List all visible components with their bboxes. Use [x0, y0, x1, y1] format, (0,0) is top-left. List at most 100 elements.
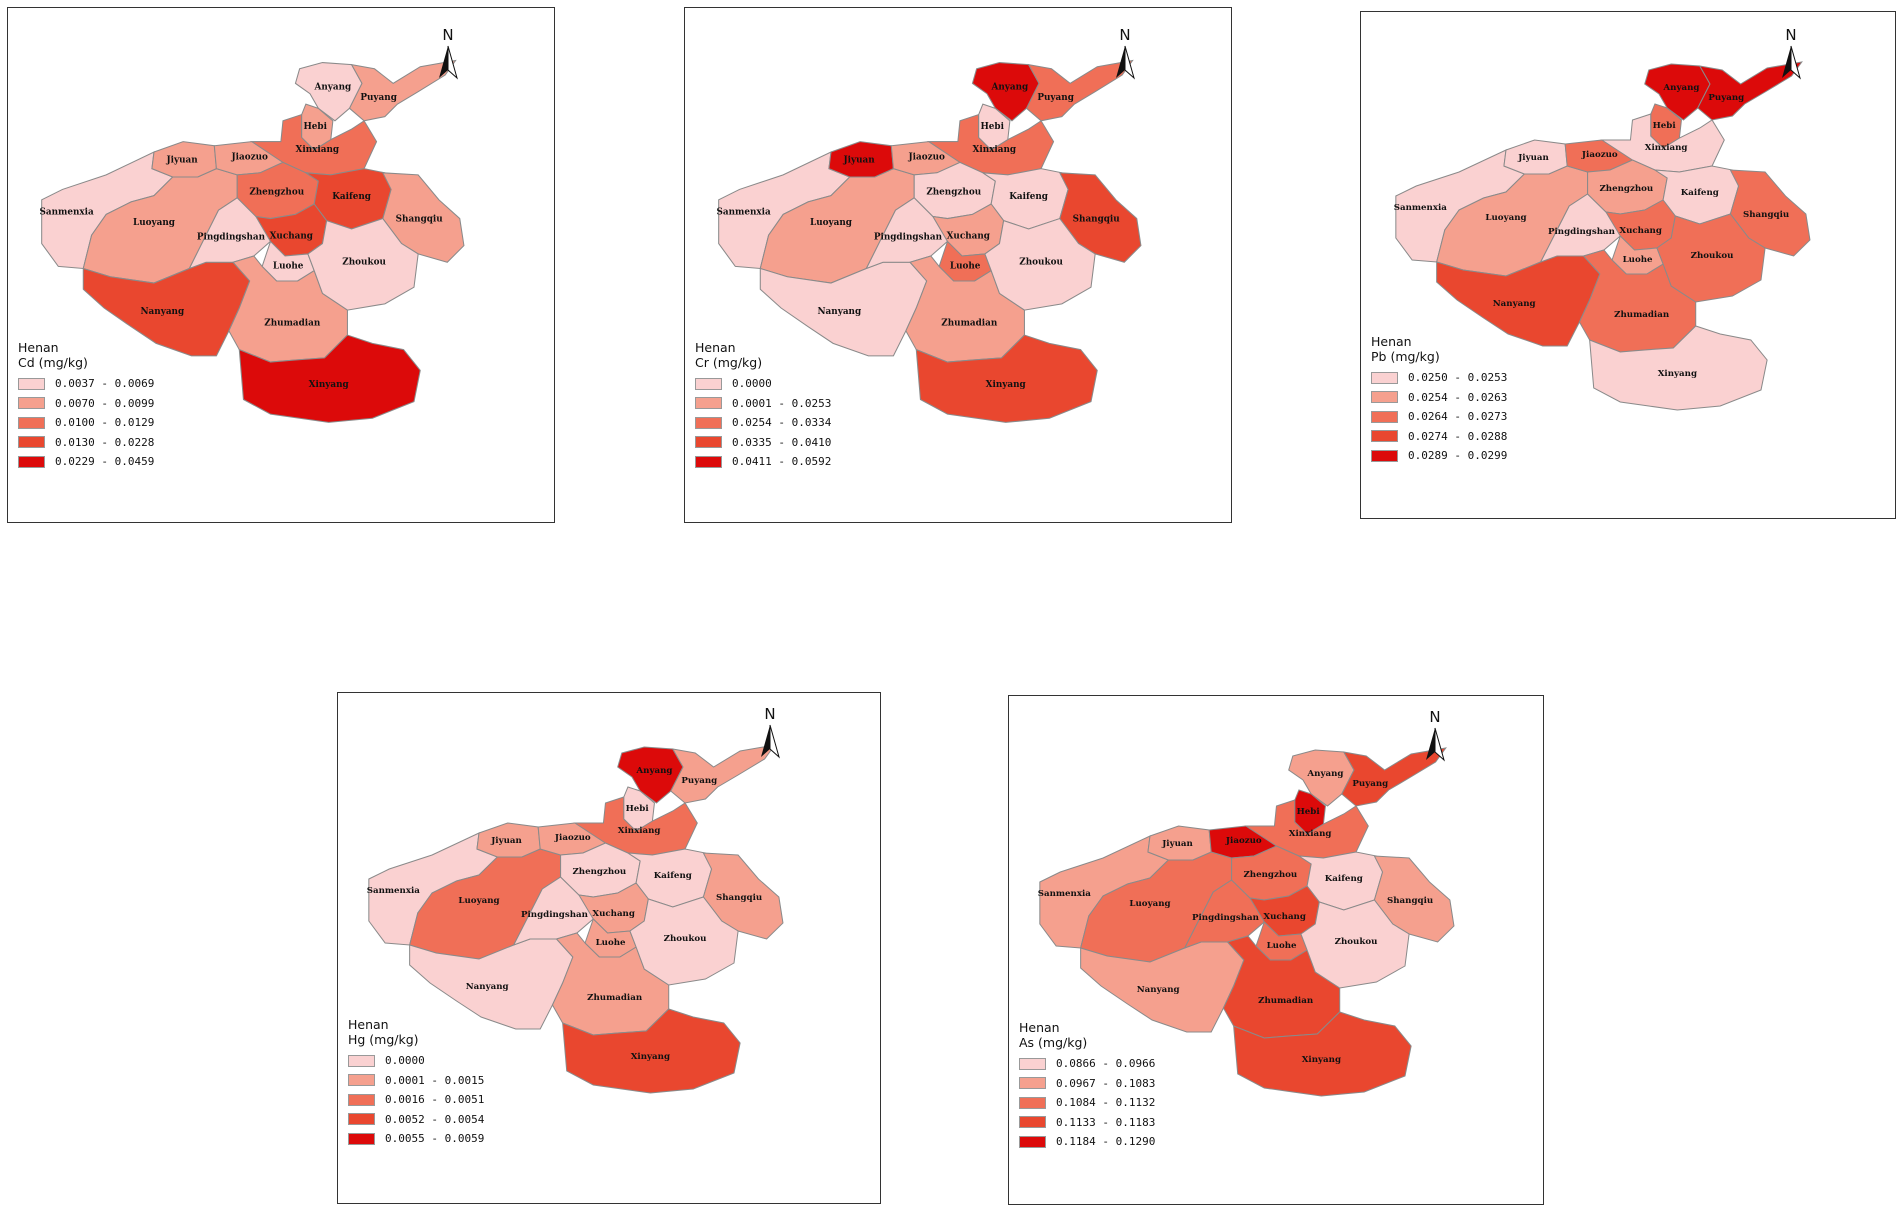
region-label-puyang: Puyang	[360, 93, 397, 103]
legend-item: 0.0055 - 0.0059	[348, 1129, 484, 1149]
region-label-kaifeng: Kaifeng	[332, 192, 371, 202]
region-label-puyang: Puyang	[1352, 779, 1388, 789]
region-label-jiyuan: Jiyuan	[842, 155, 875, 165]
region-hebi	[978, 103, 1011, 151]
region-hebi	[623, 786, 655, 832]
legend-range-label: 0.0250 - 0.0253	[1408, 371, 1508, 385]
region-label-luohe: Luohe	[1267, 941, 1298, 951]
legend-range-label: 0.0000	[732, 377, 772, 391]
region-label-anyang: Anyang	[1306, 769, 1343, 779]
region-label-puyang: Puyang	[681, 776, 717, 786]
region-label-xinyang: Xinyang	[986, 380, 1026, 390]
legend-item: 0.0037 - 0.0069	[18, 374, 154, 394]
cd-legend: Henan Cd (mg/kg) 0.0037 - 0.0069 0.0070 - 0…	[18, 340, 154, 472]
legend-item: 0.0289 - 0.0299	[1371, 446, 1507, 466]
legend-item: 0.0254 - 0.0334	[695, 413, 831, 433]
legend-range-label: 0.0052 - 0.0054	[385, 1112, 485, 1126]
region-luohe	[261, 240, 315, 282]
legend-range-label: 0.0411 - 0.0592	[732, 455, 832, 469]
region-label-shangqiu: Shangqiu	[396, 215, 444, 225]
region-label-zhengzhou: Zhengzhou	[1599, 184, 1653, 194]
legend-range-label: 0.0100 - 0.0129	[55, 416, 155, 430]
region-jiyuan	[476, 822, 541, 858]
region-jiyuan	[1503, 139, 1568, 175]
region-label-luoyang: Luoyang	[1485, 213, 1526, 223]
region-label-hebi: Hebi	[1653, 121, 1677, 131]
region-label-zhengzhou: Zhengzhou	[926, 188, 981, 198]
region-label-xuchang: Xuchang	[270, 231, 313, 241]
region-label-nanyang: Nanyang	[466, 982, 509, 992]
region-puyang	[670, 744, 776, 804]
pb-choropleth-map: Sanmenxia Luoyang Nanyang Pingdingshan Zhuma…	[1394, 26, 1811, 411]
region-label-hebi: Hebi	[1297, 807, 1321, 817]
legend-range-label: 0.1133 - 0.1183	[1056, 1115, 1156, 1129]
legend-range-label: 0.0001 - 0.0015	[385, 1073, 485, 1087]
region-label-shangqiu: Shangqiu	[1743, 210, 1789, 220]
cd-choropleth-map: Sanmenxia Luoyang Nanyang Pingdingshan Zhuma…	[40, 26, 465, 423]
region-label-zhoukou: Zhoukou	[664, 934, 707, 944]
legend-item: 0.1133 - 0.1183	[1019, 1113, 1155, 1133]
region-label-jiaozuo: Jiaozuo	[554, 833, 591, 843]
legend-swatch	[1019, 1135, 1046, 1148]
region-label-zhumadian: Zhumadian	[1258, 996, 1314, 1006]
legend-swatch	[1371, 430, 1398, 443]
region-puyang	[1341, 747, 1447, 807]
legend-swatch	[18, 377, 45, 390]
region-jiyuan	[151, 141, 217, 178]
legend-swatch	[695, 377, 722, 390]
legend-item: 0.0411 - 0.0592	[695, 452, 831, 472]
legend-swatch	[348, 1054, 375, 1067]
legend-item: 0.0229 - 0.0459	[18, 452, 154, 472]
region-label-shangqiu: Shangqiu	[1387, 896, 1433, 906]
legend-region-title: Henan	[1019, 1020, 1060, 1035]
legend-swatch	[1019, 1057, 1046, 1070]
region-label-shangqiu: Shangqiu	[1073, 215, 1121, 225]
region-zhoukou	[629, 896, 739, 986]
legend-region-title: Henan	[1371, 334, 1412, 349]
legend-item: 0.1084 - 0.1132	[1019, 1093, 1155, 1113]
legend-variable-title: Cr (mg/kg)	[695, 355, 763, 370]
region-label-xinyang: Xinyang	[631, 1052, 670, 1062]
region-zhoukou	[1300, 899, 1410, 989]
region-xinyang	[1233, 1011, 1412, 1097]
region-label-anyang: Anyang	[1662, 83, 1699, 93]
legend-range-label: 0.1084 - 0.1132	[1056, 1096, 1156, 1110]
region-label-pingdingshan: Pingdingshan	[874, 232, 943, 242]
region-label-zhumadian: Zhumadian	[587, 993, 643, 1003]
region-shangqiu	[1373, 855, 1455, 943]
legend-range-label: 0.0254 - 0.0334	[732, 416, 832, 430]
region-label-xinxiang: Xinxiang	[972, 145, 1016, 155]
region-xinyang	[562, 1008, 741, 1094]
legend-region-title: Henan	[695, 340, 736, 355]
legend-item: 0.0001 - 0.0253	[695, 394, 831, 414]
legend-swatch	[18, 416, 45, 429]
region-label-sanmenxia: Sanmenxia	[40, 207, 95, 217]
region-label-luoyang: Luoyang	[1129, 899, 1170, 909]
region-hebi	[1294, 789, 1326, 835]
region-xinyang	[1589, 325, 1768, 411]
region-jiyuan	[1147, 825, 1212, 861]
legend-swatch	[695, 416, 722, 429]
legend-region-title: Henan	[348, 1017, 389, 1032]
region-label-jiyuan: Jiyuan	[1517, 153, 1549, 163]
pb-map-panel: Sanmenxia Luoyang Nanyang Pingdingshan Zhuma…	[1360, 11, 1896, 519]
legend-range-label: 0.0055 - 0.0059	[385, 1132, 485, 1146]
legend-swatch	[1019, 1096, 1046, 1109]
region-label-jiaozuo: Jiaozuo	[1225, 836, 1262, 846]
cd-map-panel: Sanmenxia Luoyang Nanyang Pingdingshan Zhuma…	[7, 7, 555, 523]
region-label-zhengzhou: Zhengzhou	[572, 867, 626, 877]
legend-item: 0.0000	[695, 374, 831, 394]
cr-map-panel: Sanmenxia Luoyang Nanyang Pingdingshan Zhuma…	[684, 7, 1232, 523]
hg-legend: Henan Hg (mg/kg) 0.0000 0.0001 - 0.0015 0.00…	[348, 1017, 484, 1149]
region-label-zhoukou: Zhoukou	[1335, 937, 1378, 947]
region-luohe	[938, 240, 992, 282]
legend-swatch	[1371, 449, 1398, 462]
region-luohe	[584, 918, 637, 958]
region-label-puyang: Puyang	[1708, 93, 1744, 103]
region-luohe	[1255, 921, 1308, 961]
region-anyang	[971, 62, 1040, 122]
legend-item: 0.0250 - 0.0253	[1371, 368, 1507, 388]
region-label-luoyang: Luoyang	[810, 218, 852, 228]
region-label-jiyuan: Jiyuan	[490, 836, 522, 846]
north-label: N	[764, 705, 775, 723]
